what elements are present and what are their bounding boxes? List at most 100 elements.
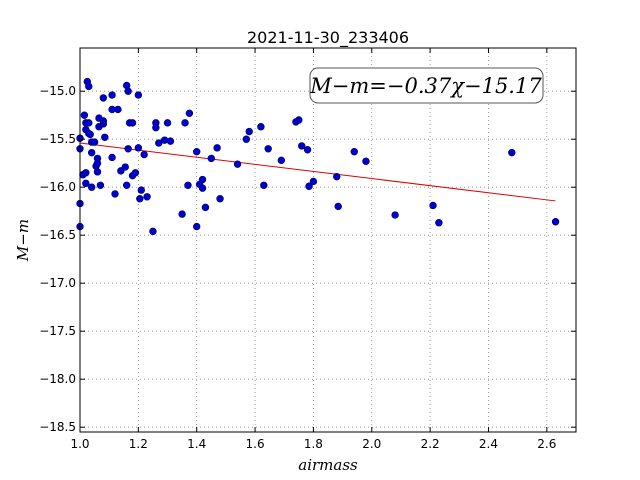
data-point [143,193,151,201]
data-point [178,210,186,218]
data-point [93,159,102,167]
plot-area [80,48,576,432]
y-tick-label: −18.0 [39,372,76,386]
y-tick-label: −18.5 [39,420,76,434]
data-point [99,117,108,125]
data-point [111,190,119,198]
data-point [134,91,143,99]
data-points [76,77,560,236]
x-tick-label: 1.0 [70,437,89,451]
data-point [185,109,194,117]
data-point [90,138,99,146]
data-point [149,227,157,236]
data-point [108,91,116,99]
data-point [152,123,160,132]
data-point [198,175,207,184]
y-tick-label: −17.0 [39,276,76,290]
x-axis-label: airmass [298,456,358,474]
data-point [122,181,131,189]
data-point [80,111,89,119]
data-point [155,139,163,147]
x-tick-label: 1.8 [304,437,323,451]
data-point [137,186,145,194]
fit-line [79,142,556,202]
data-point [85,119,93,127]
data-point [391,211,399,219]
data-point [233,160,242,168]
data-point [242,135,251,143]
data-point [362,157,370,165]
data-point [181,119,189,127]
grid-lines [79,48,576,432]
data-point [85,82,93,91]
y-tick-label: −17.5 [39,324,76,338]
annotation-box [309,67,544,104]
data-point [216,195,224,203]
data-point [124,145,132,153]
annotation-text: M−m=−0.37χ−15.17 [309,74,542,98]
plot-frame [79,47,577,433]
x-tick-label: 2.2 [421,437,440,451]
data-point [508,148,516,157]
data-point [350,147,358,156]
data-point [207,154,215,163]
data-point [96,181,105,189]
x-tick-label: 1.4 [187,437,206,451]
data-point [334,202,342,211]
y-axis-label: M−m [14,219,32,262]
axis-ticks: 1.0 1.2 1.4 1.6 1.8 2.0 2.2 2.4 2.6 −15.0 −15.5 −16… [39,48,576,451]
data-point [257,123,265,131]
data-point [303,146,312,154]
data-point [136,195,144,203]
data-point [108,153,116,162]
data-point [551,218,560,226]
y-tick-label: −15.5 [39,132,76,146]
data-point [309,177,318,186]
data-point [295,116,303,124]
x-tick-label: 1.6 [246,437,265,451]
data-point [128,119,137,127]
y-tick-label: −16.0 [39,180,76,194]
data-point [201,203,210,212]
chart-title: 2021-11-30_233406 [247,28,409,48]
data-point [305,182,313,190]
data-point [82,169,90,177]
x-tick-label: 1.2 [129,437,148,451]
data-point [134,144,143,152]
data-point [99,94,108,102]
data-point [184,181,192,189]
data-point [114,105,122,114]
data-point [101,133,109,141]
data-point [429,201,437,210]
data-point [245,127,253,136]
data-point [435,219,443,227]
data-point [124,87,132,95]
data-point [163,119,172,127]
data-point [264,145,272,153]
data-point [86,130,94,139]
data-point [193,222,201,231]
data-point [260,181,268,189]
data-point [87,148,96,157]
data-point [333,172,341,181]
y-tick-label: −15.0 [39,84,76,98]
data-point [277,156,286,165]
data-point [213,144,221,152]
x-tick-label: 2.4 [479,437,498,451]
data-point [82,179,90,188]
data-point [140,150,148,159]
data-point [198,184,207,192]
y-tick-label: −16.5 [39,228,76,242]
data-point [121,163,129,171]
x-tick-label: 2.6 [537,437,556,451]
fit-line-group [79,142,556,202]
fit-annotation: M−m=−0.37χ−15.17 [309,67,544,104]
data-point [131,169,140,177]
data-point [93,168,102,176]
data-point [193,147,201,156]
data-point [298,142,306,150]
data-point [87,183,96,191]
data-point [166,137,175,145]
x-tick-label: 2.0 [362,437,381,451]
